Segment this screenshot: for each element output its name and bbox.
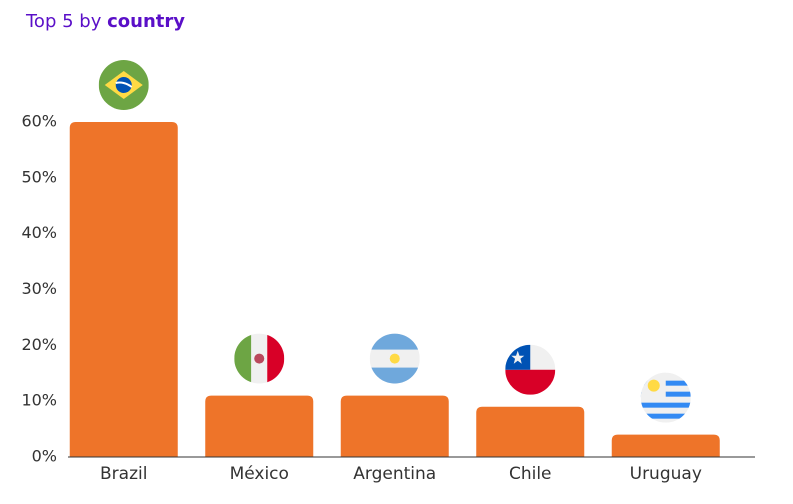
x-tick-label: México bbox=[230, 464, 289, 484]
flag-icon bbox=[234, 333, 285, 384]
flag-icon bbox=[505, 344, 556, 395]
flag-emblem bbox=[254, 353, 265, 364]
y-tick-label: 30% bbox=[21, 279, 57, 298]
flag bbox=[234, 333, 285, 384]
flag-star bbox=[511, 350, 525, 364]
x-tick-label: Argentina bbox=[353, 464, 436, 484]
bar bbox=[205, 395, 314, 457]
x-tick-label: Uruguay bbox=[630, 464, 702, 484]
chart-title: Top 5 by country bbox=[25, 11, 185, 32]
flag-icon bbox=[369, 333, 420, 384]
y-tick-label: 60% bbox=[21, 112, 57, 131]
x-tick-label: Brazil bbox=[100, 464, 147, 484]
flag-bottom bbox=[369, 367, 420, 384]
flag-sun bbox=[647, 379, 660, 392]
flag bbox=[369, 333, 420, 384]
y-tick-label: 0% bbox=[32, 447, 57, 466]
title-text: Top 5 by bbox=[25, 11, 102, 32]
y-tick-label: 50% bbox=[21, 167, 57, 186]
flag-top bbox=[369, 333, 420, 350]
bar bbox=[340, 395, 449, 457]
title-emphasis: country bbox=[107, 11, 185, 32]
x-tick-label: Chile bbox=[509, 464, 552, 484]
bar bbox=[69, 122, 178, 457]
flag bbox=[640, 372, 691, 423]
bar bbox=[476, 406, 585, 457]
y-tick-label: 10% bbox=[21, 391, 57, 410]
flag bbox=[98, 60, 149, 110]
flag-globe bbox=[115, 77, 132, 93]
y-tick-label: 20% bbox=[21, 335, 57, 354]
flag-green bbox=[234, 333, 252, 384]
flag bbox=[505, 344, 556, 395]
flag-band bbox=[115, 81, 133, 88]
bar bbox=[611, 434, 720, 457]
flag-stripe bbox=[640, 413, 691, 419]
flag-red bbox=[505, 369, 556, 395]
flag-icon bbox=[640, 372, 691, 423]
flag-stripe bbox=[640, 402, 691, 408]
flag-red bbox=[267, 333, 285, 384]
flag-sun bbox=[389, 353, 400, 364]
y-tick-label: 40% bbox=[21, 223, 57, 242]
flag-icon bbox=[98, 60, 149, 110]
